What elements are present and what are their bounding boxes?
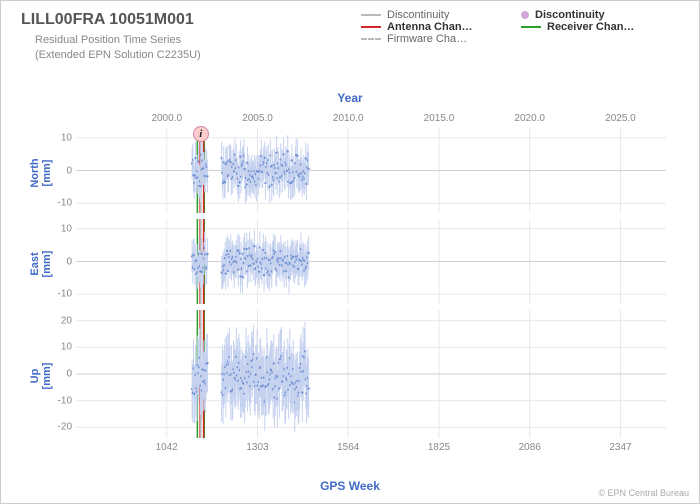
attribution: © EPN Central Bureau bbox=[598, 488, 689, 498]
ytick: 10 bbox=[61, 342, 72, 353]
chart-title: LILL00FRA 10051M001 bbox=[21, 11, 194, 29]
ylabel-up: Up[mm] bbox=[29, 351, 53, 401]
panel-svg bbox=[76, 128, 666, 213]
ytick: 10 bbox=[61, 223, 72, 234]
chart-subtitle: Residual Position Time Series (Extended … bbox=[35, 33, 201, 64]
xtick-gps: 1042 bbox=[156, 442, 178, 453]
xtick-gps: 1564 bbox=[337, 442, 359, 453]
xtick-gps: 1825 bbox=[428, 442, 450, 453]
panel-north: North[mm]-100102000.02005.02010.02015.02… bbox=[76, 128, 666, 213]
ytick: 0 bbox=[66, 256, 72, 267]
ytick: 10 bbox=[61, 132, 72, 143]
ytick: -20 bbox=[58, 422, 72, 433]
xtick-year: 2010.0 bbox=[333, 113, 364, 124]
legend-discontinuity-line: Discontinuity bbox=[361, 9, 501, 21]
info-badge-icon[interactable]: i bbox=[193, 126, 209, 142]
legend: Discontinuity Discontinuity Antenna Chan… bbox=[361, 9, 661, 45]
bottom-axis-label: GPS Week bbox=[1, 479, 699, 493]
legend-antenna: Antenna Chan… bbox=[361, 21, 501, 33]
subtitle-line1: Residual Position Time Series bbox=[35, 34, 181, 46]
xtick-gps: 2347 bbox=[609, 442, 631, 453]
xtick-gps: 1303 bbox=[246, 442, 268, 453]
xtick-year: 2005.0 bbox=[242, 113, 273, 124]
legend-receiver: Receiver Chan… bbox=[521, 21, 661, 33]
ytick: -10 bbox=[58, 198, 72, 209]
chart-container: LILL00FRA 10051M001 Residual Position Ti… bbox=[0, 0, 700, 504]
xtick-year: 2020.0 bbox=[514, 113, 545, 124]
ytick: 0 bbox=[66, 369, 72, 380]
panel-svg bbox=[76, 310, 666, 438]
ytick: -10 bbox=[58, 395, 72, 406]
legend-firmware: Firmware Cha… bbox=[361, 33, 501, 45]
ylabel-east: East[mm] bbox=[29, 239, 53, 289]
xtick-year: 2015.0 bbox=[424, 113, 455, 124]
subtitle-line2: (Extended EPN Solution C2235U) bbox=[35, 49, 201, 61]
ylabel-north: North[mm] bbox=[29, 148, 53, 198]
xtick-year: 2025.0 bbox=[605, 113, 636, 124]
panel-up: Up[mm]-20-100102010421303156418252086234… bbox=[76, 310, 666, 438]
xtick-gps: 2086 bbox=[519, 442, 541, 453]
legend-discontinuity-dot: Discontinuity bbox=[521, 9, 661, 21]
panel-east: East[mm]-10010 bbox=[76, 219, 666, 304]
ytick: 0 bbox=[66, 165, 72, 176]
panel-svg bbox=[76, 219, 666, 304]
top-axis-label: Year bbox=[1, 91, 699, 105]
xtick-year: 2000.0 bbox=[151, 113, 182, 124]
ytick: -10 bbox=[58, 289, 72, 300]
ytick: 20 bbox=[61, 315, 72, 326]
